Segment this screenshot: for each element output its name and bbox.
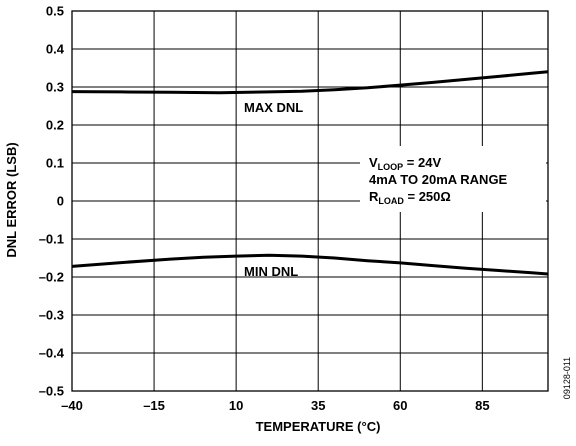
x-axis-title: TEMPERATURE (°C)	[256, 419, 381, 434]
figure-id: 09128-011	[562, 357, 572, 399]
x-tick-label: 85	[475, 398, 489, 413]
y-tick-label: 0.2	[46, 118, 64, 133]
y-axis-title: DNL ERROR (LSB)	[4, 142, 19, 257]
y-tick-labels: 0.5 0.4 0.3 0.2 0.1 0 –0.1 –0.2 –0.3 –0.4 –0.5	[39, 4, 65, 399]
series-label-max-dnl: MAX DNL	[244, 100, 303, 115]
series-line-min-dnl	[71, 253, 549, 276]
annotation-vloop: VLOOP = 24V	[369, 155, 441, 172]
annotation-range: 4mA TO 20mA RANGE	[369, 172, 508, 187]
y-tick-label: 0	[57, 194, 64, 209]
y-tick-label: –0.5	[39, 384, 64, 399]
series-line-max-dnl	[71, 70, 549, 95]
annotation-background	[360, 146, 546, 212]
x-tick-labels: –40 –15 10 35 60 85	[61, 398, 489, 413]
y-tick-label: –0.1	[39, 232, 64, 247]
x-tick-label: –15	[143, 398, 165, 413]
y-tick-label: –0.4	[39, 346, 65, 361]
y-tick-label: 0.3	[46, 80, 64, 95]
y-tick-label: –0.3	[39, 308, 64, 323]
x-tick-label: 35	[311, 398, 325, 413]
series-label-min-dnl: MIN DNL	[244, 264, 298, 279]
y-tick-label: 0.4	[46, 42, 65, 57]
series-lines	[71, 70, 549, 276]
y-tick-label: 0.1	[46, 156, 64, 171]
x-tick-label: 10	[229, 398, 243, 413]
y-tick-label: –0.2	[39, 270, 64, 285]
x-tick-label: 60	[393, 398, 407, 413]
y-tick-label: 0.5	[46, 4, 64, 19]
x-tick-label: –40	[61, 398, 83, 413]
conditions-annotation: VLOOP = 24V 4mA TO 20mA RANGE RLOAD = 25…	[360, 146, 546, 212]
plot-frame	[71, 10, 549, 392]
annotation-rload: RLOAD = 250Ω	[369, 189, 451, 206]
